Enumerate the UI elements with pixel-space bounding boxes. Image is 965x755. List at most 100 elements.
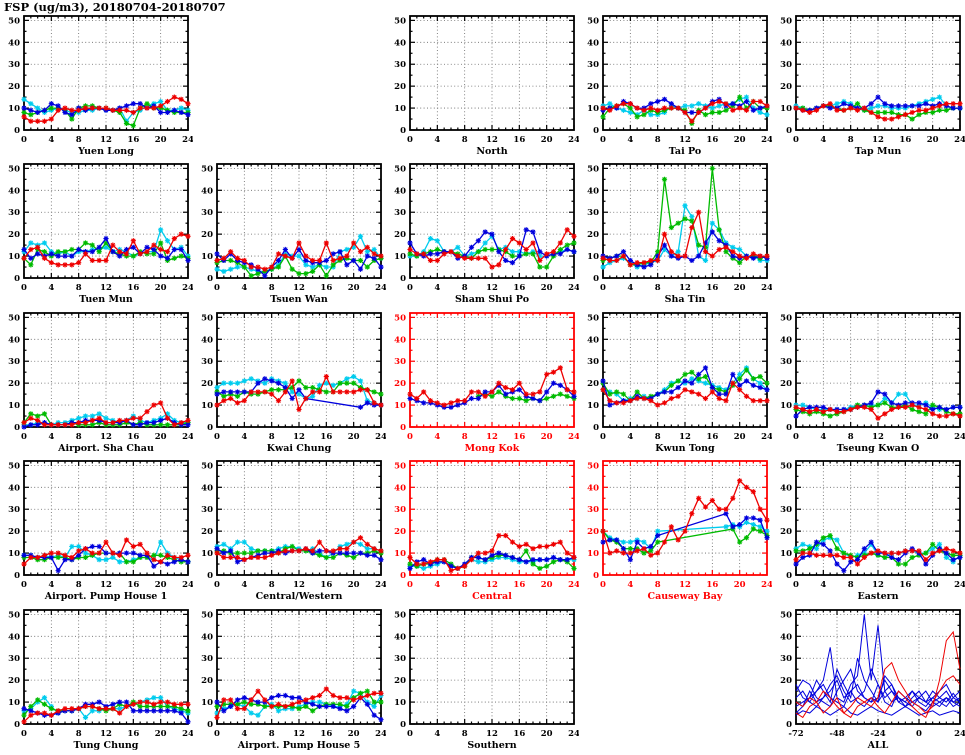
tap-mun-plot: 0 10 20 30 40 50 0 4 8 12 16 20 24 Tap Mun — [780, 15, 965, 157]
svg-text:50: 50 — [8, 16, 20, 26]
svg-text:0: 0 — [21, 580, 27, 590]
svg-text:24: 24 — [761, 432, 772, 442]
svg-text:16: 16 — [706, 135, 718, 145]
svg-text:8: 8 — [848, 135, 854, 145]
svg-text:24: 24 — [568, 580, 579, 590]
svg-text:40: 40 — [587, 335, 599, 345]
svg-text:24: 24 — [182, 580, 193, 590]
svg-text:16: 16 — [320, 283, 332, 293]
svg-text:10: 10 — [8, 252, 20, 262]
svg-text:10: 10 — [394, 104, 406, 114]
svg-text:4: 4 — [241, 432, 247, 442]
svg-text:20: 20 — [348, 283, 360, 293]
svg-text:24: 24 — [375, 729, 386, 739]
svg-text:10: 10 — [587, 104, 599, 114]
svg-text:4: 4 — [434, 135, 440, 145]
svg-text:50: 50 — [780, 610, 792, 620]
chart-airport-sha-chau: 0 10 20 30 40 50 0 4 8 12 16 20 24 Airport. Sha Chau — [0, 309, 193, 457]
chart-yuen-long: 0 10 20 30 40 50 0 4 8 12 16 20 24 Yuen Long — [0, 12, 193, 160]
svg-text:50: 50 — [587, 16, 599, 26]
svg-text:0: 0 — [207, 423, 213, 433]
svg-text:30: 30 — [8, 357, 20, 367]
svg-text:0: 0 — [21, 283, 27, 293]
svg-text:4: 4 — [820, 432, 826, 442]
svg-text:Tung Chung: Tung Chung — [74, 740, 139, 751]
svg-text:24: 24 — [182, 432, 193, 442]
svg-text:20: 20 — [394, 379, 406, 389]
svg-text:4: 4 — [48, 283, 54, 293]
svg-text:20: 20 — [155, 729, 167, 739]
svg-text:8: 8 — [269, 580, 275, 590]
svg-text:ALL: ALL — [867, 740, 889, 751]
svg-text:0: 0 — [214, 432, 220, 442]
svg-text:10: 10 — [780, 698, 792, 708]
svg-text:20: 20 — [155, 580, 167, 590]
chart-central-western: 0 10 20 30 40 50 0 4 8 12 16 20 24 Central/Western — [193, 457, 386, 605]
svg-text:30: 30 — [587, 208, 599, 218]
svg-text:24: 24 — [568, 283, 579, 293]
svg-text:20: 20 — [541, 283, 553, 293]
svg-text:20: 20 — [155, 135, 167, 145]
chart-tung-chung: 0 10 20 30 40 50 0 4 8 12 16 20 24 Tung Chung — [0, 606, 193, 754]
svg-text:40: 40 — [394, 186, 406, 196]
svg-text:24: 24 — [375, 432, 386, 442]
svg-text:0: 0 — [400, 423, 406, 433]
svg-text:20: 20 — [8, 82, 20, 92]
svg-text:0: 0 — [593, 571, 599, 581]
svg-text:0: 0 — [207, 571, 213, 581]
svg-text:24: 24 — [182, 283, 193, 293]
chart-north: 0 10 20 30 40 50 0 4 8 12 16 20 24 North — [386, 12, 579, 160]
svg-text:10: 10 — [201, 698, 213, 708]
svg-text:Tai Po: Tai Po — [669, 146, 701, 157]
svg-text:40: 40 — [780, 38, 792, 48]
svg-text:40: 40 — [8, 483, 20, 493]
chart-tseung-kwan-o: 0 10 20 30 40 50 0 4 8 12 16 20 24 Tseung Kwan O — [772, 309, 965, 457]
svg-text:Eastern: Eastern — [857, 591, 898, 602]
svg-text:20: 20 — [8, 527, 20, 537]
svg-text:10: 10 — [587, 549, 599, 559]
svg-text:30: 30 — [201, 357, 213, 367]
svg-text:50: 50 — [394, 610, 406, 620]
chart-mong-kok: 0 10 20 30 40 50 0 4 8 12 16 20 24 Mong Kok — [386, 309, 579, 457]
svg-text:12: 12 — [100, 729, 112, 739]
chart-tuen-mun: 0 10 20 30 40 50 0 4 8 12 16 20 24 Tuen Mun — [0, 160, 193, 308]
svg-text:20: 20 — [587, 527, 599, 537]
svg-text:24: 24 — [954, 135, 965, 145]
svg-text:12: 12 — [872, 432, 884, 442]
svg-text:4: 4 — [48, 729, 54, 739]
svg-text:30: 30 — [780, 60, 792, 70]
svg-text:24: 24 — [954, 729, 965, 739]
svg-text:0: 0 — [593, 126, 599, 136]
svg-text:Sha Tin: Sha Tin — [665, 294, 706, 305]
svg-text:4: 4 — [627, 283, 633, 293]
svg-text:24: 24 — [375, 283, 386, 293]
svg-text:0: 0 — [400, 571, 406, 581]
svg-text:0: 0 — [14, 423, 20, 433]
svg-text:20: 20 — [734, 432, 746, 442]
svg-text:0: 0 — [786, 571, 792, 581]
svg-text:8: 8 — [462, 580, 468, 590]
svg-text:12: 12 — [293, 729, 305, 739]
svg-text:20: 20 — [201, 230, 213, 240]
svg-text:20: 20 — [734, 283, 746, 293]
svg-text:16: 16 — [513, 580, 525, 590]
svg-text:20: 20 — [348, 432, 360, 442]
svg-text:10: 10 — [8, 104, 20, 114]
svg-text:10: 10 — [201, 401, 213, 411]
svg-text:0: 0 — [400, 720, 406, 730]
svg-text:4: 4 — [241, 729, 247, 739]
svg-text:Mong Kok: Mong Kok — [465, 443, 520, 454]
svg-text:30: 30 — [201, 208, 213, 218]
svg-text:12: 12 — [679, 432, 691, 442]
svg-text:Kwai Chung: Kwai Chung — [267, 443, 332, 454]
mong-kok-plot: 0 10 20 30 40 50 0 4 8 12 16 20 24 Mong Kok — [394, 312, 579, 454]
svg-text:4: 4 — [48, 135, 54, 145]
svg-text:50: 50 — [780, 313, 792, 323]
svg-text:Tseung Kwan O: Tseung Kwan O — [837, 443, 919, 454]
svg-text:20: 20 — [394, 82, 406, 92]
svg-text:16: 16 — [513, 283, 525, 293]
svg-text:30: 30 — [394, 208, 406, 218]
svg-text:20: 20 — [587, 379, 599, 389]
svg-text:Tsuen Wan: Tsuen Wan — [270, 294, 328, 305]
